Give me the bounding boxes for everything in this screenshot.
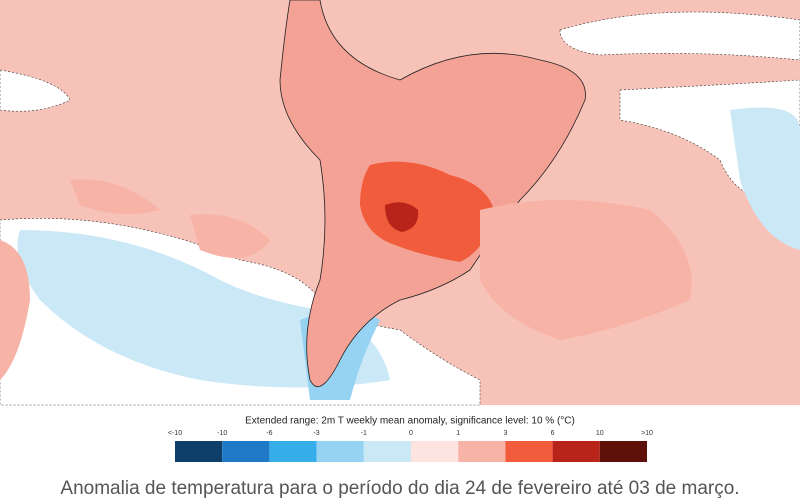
colorbar-label: 0	[409, 430, 413, 437]
colorbar-label: 6	[551, 430, 555, 437]
colorbar-label: 10	[596, 430, 604, 437]
colorbar-swatch	[222, 441, 270, 462]
colorbar-label: -10	[217, 430, 227, 437]
colorbar-swatch	[411, 441, 459, 462]
colorbar-swatch	[505, 441, 553, 462]
colorbar: <-10 -10 -6 -3 -1 0 1 3 6 10 >10	[168, 430, 653, 462]
caption: Anomalia de temperatura para o período d…	[60, 478, 739, 499]
colorbar-swatch	[363, 441, 411, 462]
colorbar-label: <-10	[168, 430, 182, 437]
colorbar-swatch	[175, 441, 223, 462]
colorbar-label: 1	[456, 430, 460, 437]
colorbar-swatch	[458, 441, 506, 462]
colorbar-swatch	[316, 441, 364, 462]
colorbar-swatch	[599, 441, 647, 462]
colorbar-label: -3	[313, 430, 319, 437]
colorbar-label: -1	[361, 430, 367, 437]
colorbar-swatch	[552, 441, 600, 462]
colorbar-label: >10	[641, 430, 653, 437]
colorbar-swatch	[269, 441, 317, 462]
colorbar-label: 3	[503, 430, 507, 437]
colorbar-title: Extended range: 2m T weekly mean anomaly…	[245, 416, 575, 427]
colorbar-label: -6	[266, 430, 272, 437]
map	[0, 0, 800, 406]
